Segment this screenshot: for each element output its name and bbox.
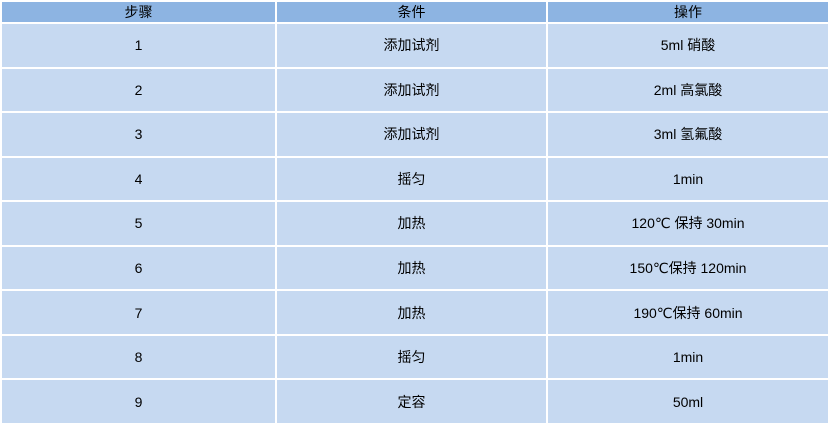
cell-operation: 1min [548, 157, 828, 201]
cell-step: 2 [2, 68, 275, 112]
cell-condition: 添加试剂 [277, 24, 546, 67]
table-row: 5 加热 120℃ 保持 30min [2, 202, 828, 245]
cell-operation: 3ml 氢氟酸 [548, 113, 828, 156]
header-cell-operation: 操作 [548, 2, 828, 22]
header-cell-condition: 条件 [277, 2, 546, 22]
table-row: 9 定容 50ml [2, 380, 828, 423]
cell-operation: 5ml 硝酸 [548, 24, 828, 67]
cell-step: 5 [2, 202, 275, 245]
cell-condition: 加热 [277, 202, 546, 245]
table-body: 1 添加试剂 5ml 硝酸 2 添加试剂 2ml 高氯酸 3 添加试剂 3ml 氢氟酸 4 摇匀 1m… [2, 24, 828, 423]
cell-operation: 190℃保持 60min [548, 291, 828, 334]
cell-condition: 摇匀 [277, 335, 546, 379]
cell-condition: 加热 [277, 246, 546, 290]
cell-step: 9 [2, 380, 275, 423]
table-row: 3 添加试剂 3ml 氢氟酸 [2, 113, 828, 156]
table-row: 7 加热 190℃保持 60min [2, 291, 828, 334]
cell-operation: 1min [548, 335, 828, 379]
cell-condition: 摇匀 [277, 157, 546, 201]
header-cell-step: 步骤 [2, 2, 275, 22]
cell-step: 4 [2, 157, 275, 201]
table-row: 4 摇匀 1min [2, 157, 828, 201]
cell-operation: 150℃保持 120min [548, 246, 828, 290]
table-row: 6 加热 150℃保持 120min [2, 246, 828, 290]
cell-step: 1 [2, 24, 275, 67]
cell-condition: 添加试剂 [277, 68, 546, 112]
table-row: 1 添加试剂 5ml 硝酸 [2, 24, 828, 67]
cell-operation: 2ml 高氯酸 [548, 68, 828, 112]
cell-step: 3 [2, 113, 275, 156]
cell-condition: 添加试剂 [277, 113, 546, 156]
table-header-row: 步骤 条件 操作 [2, 2, 828, 22]
table-row: 8 摇匀 1min [2, 335, 828, 379]
cell-operation: 50ml [548, 380, 828, 423]
cell-step: 6 [2, 246, 275, 290]
cell-step: 8 [2, 335, 275, 379]
table-row: 2 添加试剂 2ml 高氯酸 [2, 68, 828, 112]
cell-condition: 定容 [277, 380, 546, 423]
cell-operation: 120℃ 保持 30min [548, 202, 828, 245]
cell-condition: 加热 [277, 291, 546, 334]
cell-step: 7 [2, 291, 275, 334]
